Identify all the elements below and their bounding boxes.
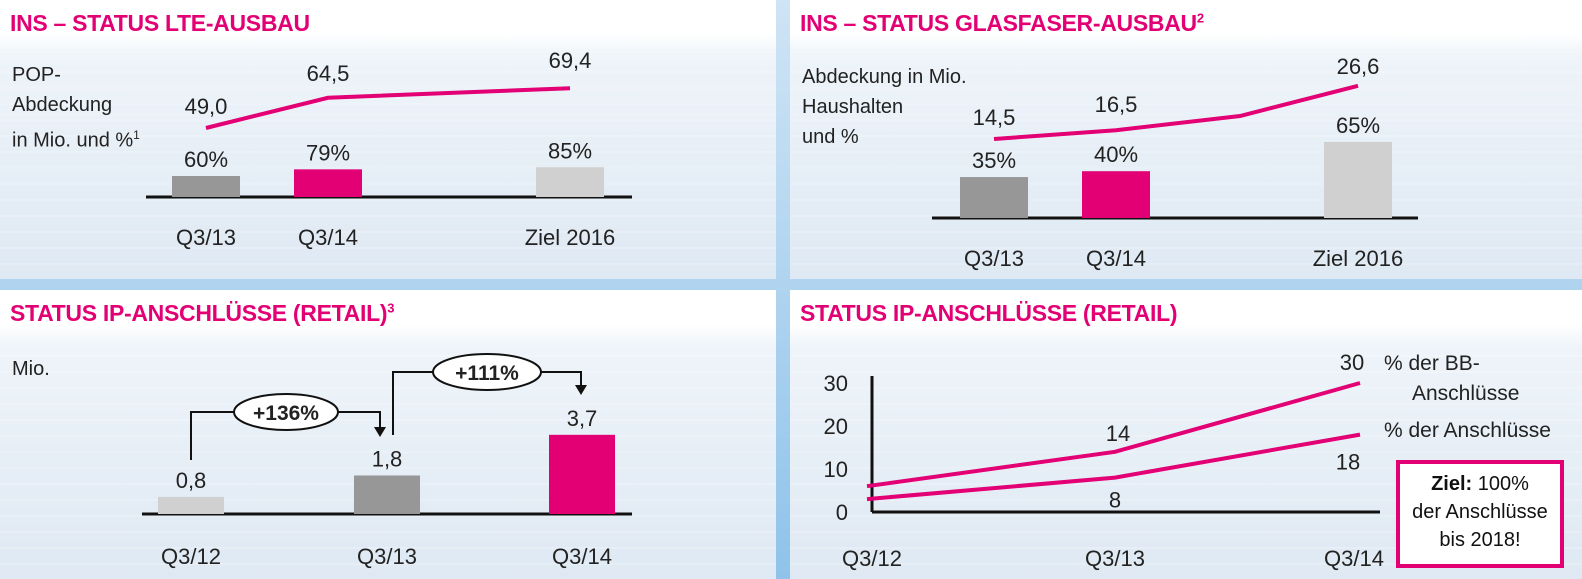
x-tick-label: Q3/13 <box>964 246 1024 271</box>
x-tick-label: Q3/13 <box>357 544 417 569</box>
bar-2 <box>294 169 362 197</box>
ip-lines-title: STATUS IP-ANSCHLÜSSE (RETAIL) <box>800 300 1178 326</box>
bar-3 <box>1324 141 1392 218</box>
bar-value-label: 85% <box>548 138 592 163</box>
bar-value-label: 40% <box>1094 142 1138 167</box>
bar-value-label: 65% <box>1336 113 1380 138</box>
series-line <box>205 86 571 130</box>
x-tick-label: Q3/12 <box>842 546 902 571</box>
goal-box: Ziel: 100% der Anschlüsse bis 2018! <box>1396 460 1564 568</box>
legend-label-1a: % der BB- <box>1384 352 1480 375</box>
series-line <box>993 83 1359 141</box>
x-tick-label: Q3/14 <box>1086 246 1146 271</box>
goal-line-1: Ziel: 100% <box>1431 473 1529 495</box>
fiber-ylabel: Abdeckung in Mio. Haushalten und % <box>802 66 967 148</box>
fiber-title: INS – STATUS GLASFASER-AUSBAU2 <box>800 10 1204 36</box>
growth-badge-1 <box>233 393 339 431</box>
bar-3 <box>549 434 615 514</box>
bar-value-label: 60% <box>184 147 228 172</box>
bar-2 <box>354 475 420 514</box>
y-tick-label: 30 <box>824 371 848 396</box>
line-value-label: 49,0 <box>185 94 228 119</box>
bar-3 <box>536 167 604 197</box>
fiber-chart: 35% Q3/13 40% Q3/14 65% Ziel 2016 14,5 16,5 26,6 <box>932 54 1418 271</box>
data-label: 30 <box>1340 350 1364 375</box>
panel-lte: INS – STATUS LTE-AUSBAU POP- Abdeckung i… <box>0 0 776 279</box>
line-value-label: 64,5 <box>307 61 350 86</box>
ip-bars-title: STATUS IP-ANSCHLÜSSE (RETAIL)3 <box>10 300 395 326</box>
ip-bars-ylabel: Mio. <box>12 358 50 380</box>
x-tick-label: Q3/14 <box>1324 546 1384 571</box>
x-tick-label: Q3/14 <box>552 544 612 569</box>
series-line-1 <box>866 381 1361 489</box>
data-label: 18 <box>1336 450 1360 475</box>
bar-value-label: 1,8 <box>372 446 403 471</box>
line-value-label: 26,6 <box>1337 54 1380 79</box>
growth-label-1: +136% <box>253 402 319 425</box>
x-tick-label: Q3/12 <box>161 544 221 569</box>
bar-1 <box>158 496 224 514</box>
lte-chart: 60% Q3/13 79% Q3/14 85% Ziel 2016 49,0 64,5 69,4 <box>146 48 632 250</box>
bar-1 <box>960 177 1028 218</box>
x-tick-label: Q3/13 <box>176 225 236 250</box>
x-tick-label: Q3/14 <box>298 225 358 250</box>
series-line-2 <box>866 432 1361 502</box>
arrow-head-icon <box>374 427 386 437</box>
growth-badge-2 <box>432 353 542 391</box>
ip-lines-chart: 30 20 10 0 Q3/12 Q3/13 Q3/14 14 30 8 18 % der BB- An… <box>824 350 1551 571</box>
lte-ylabel: POP- Abdeckung in Mio. und %1 <box>12 64 140 152</box>
bar-value-label: 35% <box>972 148 1016 173</box>
y-tick-label: 20 <box>824 414 848 439</box>
x-tick-label: Ziel 2016 <box>525 225 616 250</box>
goal-line-3: bis 2018! <box>1439 529 1521 551</box>
line-value-label: 69,4 <box>549 48 592 73</box>
panel-ip-lines: STATUS IP-ANSCHLÜSSE (RETAIL) 30 20 10 0 Q3/… <box>790 290 1582 579</box>
arrow-head-icon <box>575 385 587 395</box>
line-value-label: 16,5 <box>1095 92 1138 117</box>
bar-1 <box>172 176 240 197</box>
bar-value-label: 0,8 <box>176 468 207 493</box>
bar-2 <box>1082 171 1150 218</box>
legend-label-2: % der Anschlüsse <box>1384 419 1551 442</box>
y-tick-label: 10 <box>824 457 848 482</box>
panel-fiber: INS – STATUS GLASFASER-AUSBAU2 Abdeckung… <box>790 0 1582 279</box>
growth-label-2: +111% <box>455 362 519 385</box>
line-value-label: 14,5 <box>973 105 1016 130</box>
bar-value-label: 79% <box>306 140 350 165</box>
data-label: 14 <box>1106 421 1130 446</box>
lte-title: INS – STATUS LTE-AUSBAU <box>10 10 310 36</box>
ip-bars-chart: 0,8 Q3/12 1,8 Q3/13 3,7 Q3/14 +136% +111% <box>142 353 632 569</box>
bar-value-label: 3,7 <box>567 406 598 431</box>
panel-ip-bars: STATUS IP-ANSCHLÜSSE (RETAIL)3 Mio. 0,8 Q… <box>0 290 776 579</box>
data-label: 8 <box>1109 488 1121 513</box>
y-tick-label: 0 <box>836 500 848 525</box>
x-tick-label: Ziel 2016 <box>1313 246 1404 271</box>
legend-label-1b: Anschlüsse <box>1412 382 1519 405</box>
x-tick-label: Q3/13 <box>1085 546 1145 571</box>
goal-line-2: der Anschlüsse <box>1412 501 1548 523</box>
